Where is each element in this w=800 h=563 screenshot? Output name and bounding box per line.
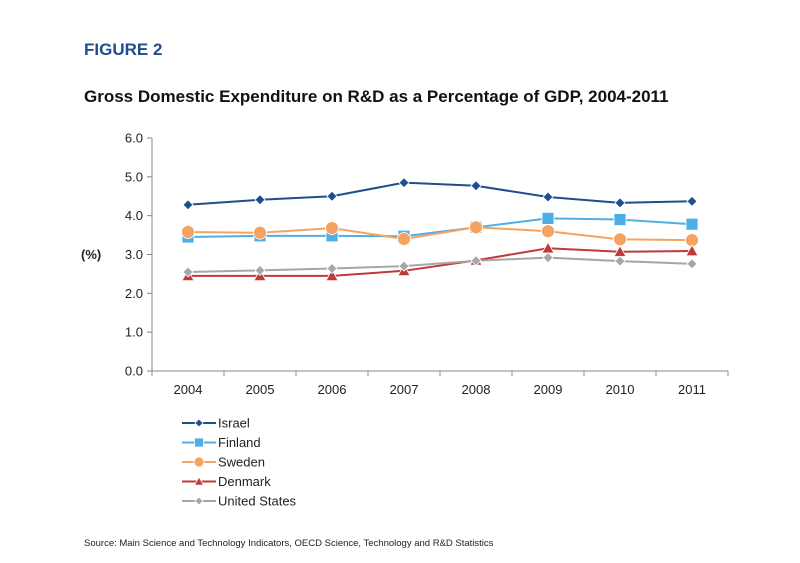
series-lines: [187, 181, 693, 277]
x-tick-label: 2011: [678, 382, 706, 397]
series-markers: [181, 177, 699, 282]
data-point-israel: [326, 190, 338, 202]
y-tick-label: 1.0: [125, 325, 143, 340]
legend-label-denmark: Denmark: [218, 474, 271, 489]
data-point-united-states: [686, 258, 698, 270]
legend-marker-finland: [194, 437, 204, 448]
data-point-israel: [542, 191, 554, 203]
series-line-israel: [187, 181, 693, 206]
data-point-sweden: [181, 225, 195, 239]
chart-title: Gross Domestic Expenditure on R&D as a P…: [84, 87, 669, 106]
data-point-israel: [182, 199, 194, 211]
series-line-finland: [187, 217, 693, 239]
legend-marker-denmark: [193, 476, 205, 486]
source-note: Source: Main Science and Technology Indi…: [84, 538, 494, 549]
data-point-sweden: [253, 225, 267, 240]
series-line-denmark: [188, 247, 693, 277]
data-point-sweden: [325, 221, 339, 235]
legend-marker-israel: [194, 418, 204, 428]
x-tick-label: 2007: [390, 382, 419, 397]
y-tick-label: 2.0: [125, 286, 143, 301]
data-point-united-states: [470, 255, 482, 267]
figure-label: FIGURE 2: [84, 40, 163, 59]
data-point-sweden: [469, 220, 483, 235]
legend-label-israel: Israel: [218, 416, 250, 431]
x-tick-label: 2004: [174, 382, 203, 397]
legend-label-united-states: United States: [218, 494, 297, 509]
data-point-israel: [686, 195, 698, 207]
y-tick-label: 5.0: [125, 169, 143, 184]
legend-label-sweden: Sweden: [218, 455, 265, 470]
x-tick-label: 2006: [318, 382, 347, 397]
data-point-united-states: [542, 252, 554, 264]
data-point-finland: [613, 213, 627, 226]
data-point-sweden: [541, 224, 555, 239]
data-point-united-states: [614, 255, 626, 267]
data-point-united-states: [182, 266, 194, 278]
y-axis-label: (%): [81, 247, 101, 262]
x-tick-label: 2008: [462, 382, 491, 397]
y-tick-label: 0.0: [125, 364, 143, 379]
x-tick-label: 2005: [246, 382, 275, 397]
data-point-denmark: [685, 244, 699, 257]
y-tick-label: 3.0: [125, 247, 143, 262]
series-line-sweden: [187, 226, 693, 242]
legend-marker-united-states: [194, 496, 204, 506]
chart-legend: Israel Finland Sweden Denmark United States: [182, 416, 297, 509]
data-point-israel: [614, 197, 626, 209]
y-tick-label: 6.0: [125, 131, 143, 146]
data-point-sweden: [397, 232, 411, 246]
data-point-united-states: [326, 262, 338, 275]
x-tick-label: 2010: [606, 382, 635, 397]
data-point-sweden: [613, 232, 627, 247]
chart-axes: 0.0 1.0 2.0 3.0 4.0 5.0 6.0 2004 2005 2006 2007 200…: [81, 131, 729, 397]
data-point-denmark: [325, 269, 339, 282]
data-point-finland: [541, 211, 555, 225]
series-line-united-states: [187, 256, 693, 273]
data-point-israel: [470, 180, 482, 192]
y-tick-label: 4.0: [125, 208, 143, 223]
data-point-united-states: [398, 260, 410, 272]
data-point-united-states: [254, 264, 266, 276]
data-point-israel: [254, 194, 266, 206]
x-tick-label: 2009: [534, 382, 563, 397]
data-point-finland: [685, 217, 699, 231]
data-point-israel: [398, 177, 410, 189]
legend-marker-sweden: [193, 456, 205, 468]
legend-label-finland: Finland: [218, 435, 261, 450]
